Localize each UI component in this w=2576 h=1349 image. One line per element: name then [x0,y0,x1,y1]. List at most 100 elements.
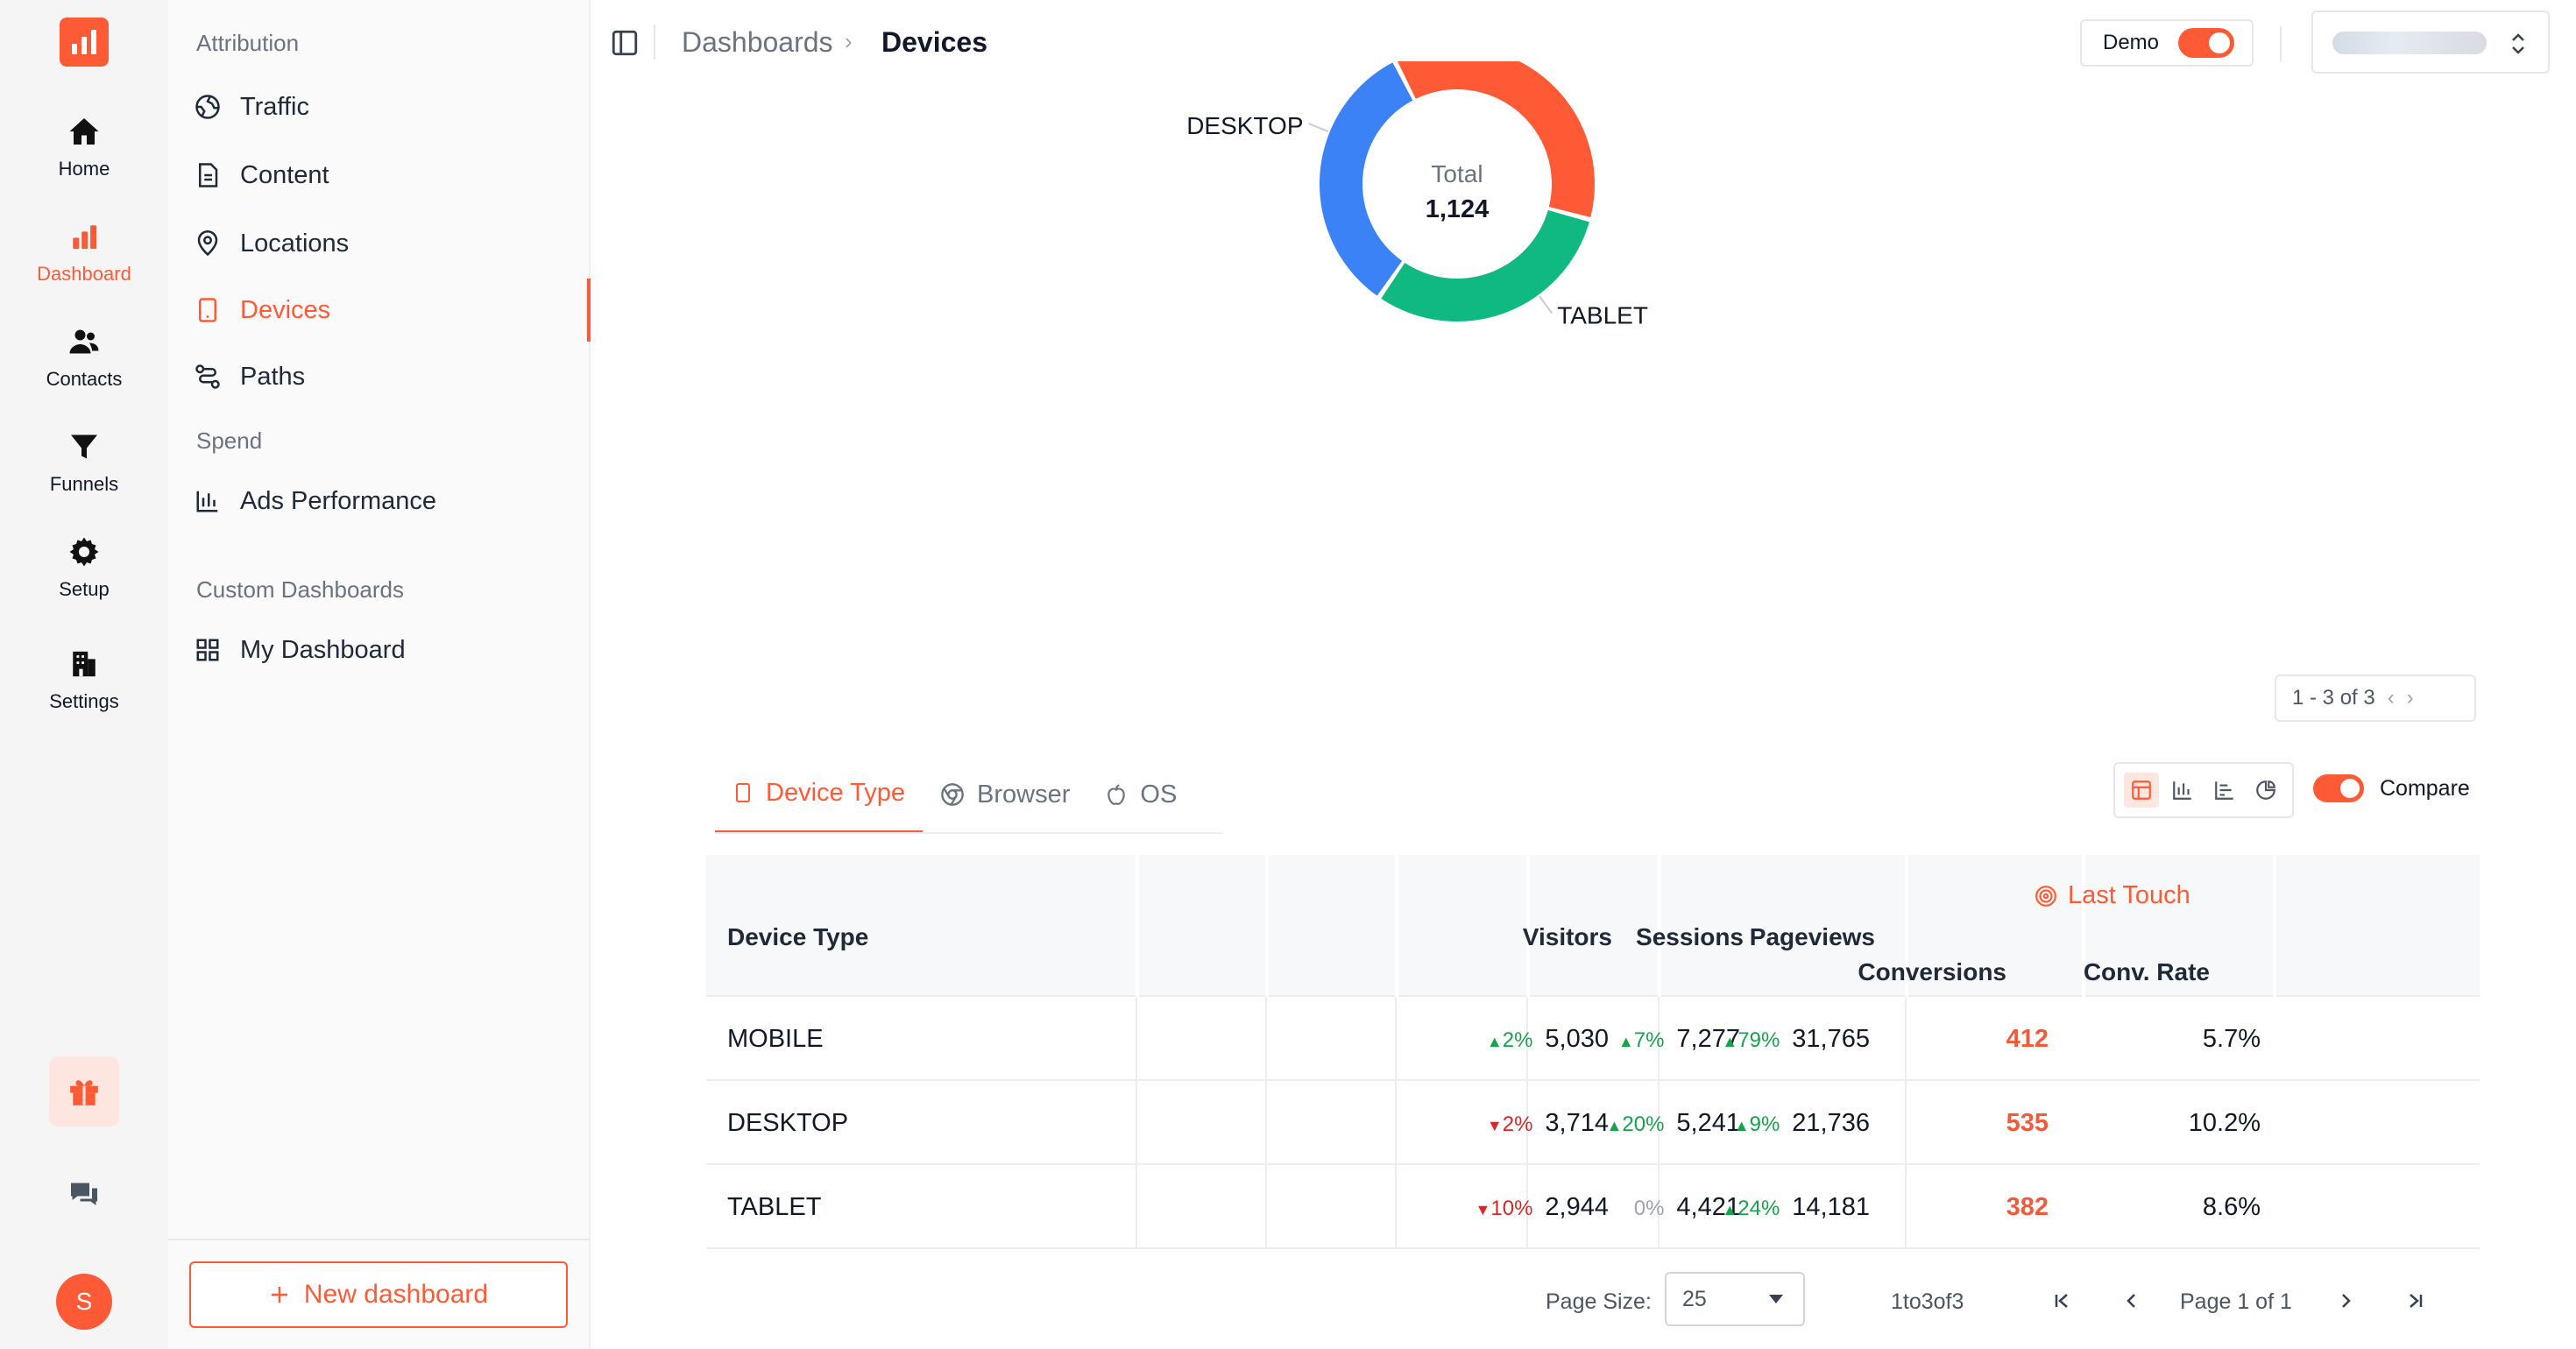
last-touch-group[interactable]: Last Touch [2035,881,2190,910]
last-touch-label: Last Touch [2068,881,2190,909]
change-indicator: ▲2% [1487,1028,1533,1052]
next-page-button[interactable] [2331,1286,2360,1316]
first-page-button[interactable] [2047,1286,2077,1316]
prev-page-button[interactable] [2117,1286,2147,1316]
col-pageviews[interactable]: Pageviews [1749,923,1875,950]
tablet-icon [736,783,750,802]
page-size-select[interactable]: 25 [1665,1272,1805,1326]
compare-toggle[interactable] [2313,774,2364,802]
gift-button[interactable] [49,1056,119,1127]
account-selector[interactable] [2311,11,2550,74]
app-logo-icon[interactable] [60,18,109,67]
column-separator [1905,855,1908,997]
cell-divider [1526,997,1528,1081]
sidebar-item-paths[interactable]: Paths [195,350,591,403]
donut-slice-desktop[interactable] [1320,62,1413,296]
gift-icon [70,1080,98,1105]
chevron-left-icon[interactable]: ‹ [2387,686,2395,710]
col-conv-rate[interactable]: Conv. Rate [2083,958,2210,985]
row-range: 1to3of3 [1891,1289,1964,1314]
line-view-button[interactable] [2207,773,2242,808]
avatar[interactable]: S [56,1274,112,1330]
new-dashboard-label: New dashboard [303,1280,489,1309]
rail-item-home[interactable]: Home [0,112,168,208]
demo-label: Demo [2103,31,2160,54]
sidebar-item-traffic[interactable]: Traffic [195,81,591,133]
rail-item-funnels[interactable]: Funnels [0,427,168,524]
sidebar-toggle-icon[interactable] [610,28,640,58]
plus-icon [271,1287,287,1303]
sidebar-item-locations[interactable]: Locations [195,217,591,270]
cell-divider [1395,1081,1397,1165]
globe-icon [195,95,220,119]
visitors-cell: ▼2% 3,714 [1487,1109,1609,1138]
conversions-cell[interactable]: 535 [2006,1109,2049,1137]
tab-browser[interactable]: Browser [923,755,1087,834]
cell-divider [1265,997,1267,1081]
metric-value: 31,765 [1792,1025,1870,1053]
donut-slice-mobile[interactable] [1397,61,1595,217]
rail-item-contacts[interactable]: Contacts [0,322,168,419]
change-indicator: ▲79% [1722,1028,1780,1052]
metric-value: 14,181 [1792,1193,1870,1221]
rail-item-settings[interactable]: Settings [0,645,168,741]
last-page-button[interactable] [2401,1286,2431,1316]
change-indicator: ▲9% [1734,1112,1780,1136]
caret-down-icon [1769,1295,1783,1303]
conversions-cell[interactable]: 382 [2006,1193,2049,1221]
sidebar-item-ads-performance[interactable]: Ads Performance [195,475,591,527]
rail-item-dashboard[interactable]: Dashboard [0,217,168,314]
sidebar-item-label: Paths [240,362,306,391]
table-row[interactable]: TABLET ▼10% 2,944 0% 4,421 ▲24% 14,181 382 8.6% [706,1165,2480,1249]
breadcrumb-current: Devices [881,26,987,58]
cell-divider [1395,997,1397,1081]
pie-view-button[interactable] [2248,773,2283,808]
icon-rail: Home Dashboard Contacts Funnels Setup Se… [0,0,168,1349]
chevron-left-icon [2127,1294,2135,1308]
table-row[interactable]: DESKTOP ▼2% 3,714 ▲20% 5,241 ▲9% 21,736 535 10.2… [706,1081,2480,1165]
conversions-cell[interactable]: 412 [2006,1025,2049,1053]
compare-switch[interactable]: Compare [2313,774,2470,802]
demo-switch[interactable]: Demo [2080,19,2254,67]
document-icon [199,163,218,187]
chevron-right-icon[interactable]: › [2406,686,2414,710]
table-view-button[interactable] [2123,773,2159,808]
nav-section-title: Spend [196,427,263,454]
donut-label-tablet: TABLET [1557,302,1648,329]
sidebar-divider [168,1239,589,1240]
table-row[interactable]: MOBILE ▲2% 5,030 ▲7% 7,277 ▲79% 31,765 412 5.7% [706,997,2480,1081]
change-percent: 20% [1622,1112,1665,1136]
column-separator [1136,855,1139,997]
demo-toggle[interactable] [2178,28,2235,58]
col-visitors[interactable]: Visitors [1522,923,1612,950]
donut-slice-tablet[interactable] [1381,209,1589,321]
sidebar-item-content[interactable]: Content [195,149,591,201]
col-device-type[interactable]: Device Type [727,923,869,950]
compare-label: Compare [2380,775,2470,801]
metric-value: 3,714 [1545,1109,1609,1137]
sidebar-item-devices[interactable]: Devices [195,279,591,342]
pager-range: 1 - 3 of 3 [2292,686,2375,710]
new-dashboard-button[interactable]: New dashboard [189,1261,568,1328]
rail-item-setup[interactable]: Setup [0,533,168,629]
visitors-cell: ▲2% 5,030 [1487,1025,1609,1054]
chevron-right-icon: › [845,28,853,54]
col-conversions[interactable]: Conversions [1858,958,2006,985]
pageviews-cell: ▲9% 21,736 [1734,1109,1870,1138]
tab-device-type[interactable]: Device Type [715,755,924,834]
page-size-value: 25 [1682,1286,1707,1311]
column-separator [2082,855,2085,997]
change-percent: 9% [1749,1112,1780,1136]
donut-center-label: Total [1431,160,1483,187]
building-icon [65,645,103,683]
breadcrumb-dashboards[interactable]: Dashboards [682,26,833,58]
funnel-icon [65,427,103,466]
bar-view-button[interactable] [2165,773,2200,808]
users-icon [65,322,103,361]
chat-button[interactable] [63,1174,105,1216]
gear-icon [65,533,103,571]
sidebar-item-my-dashboard[interactable]: My Dashboard [195,624,591,676]
col-sessions[interactable]: Sessions [1636,923,1744,950]
tab-os[interactable]: OS [1087,755,1194,834]
cell-divider [1136,1165,1137,1249]
